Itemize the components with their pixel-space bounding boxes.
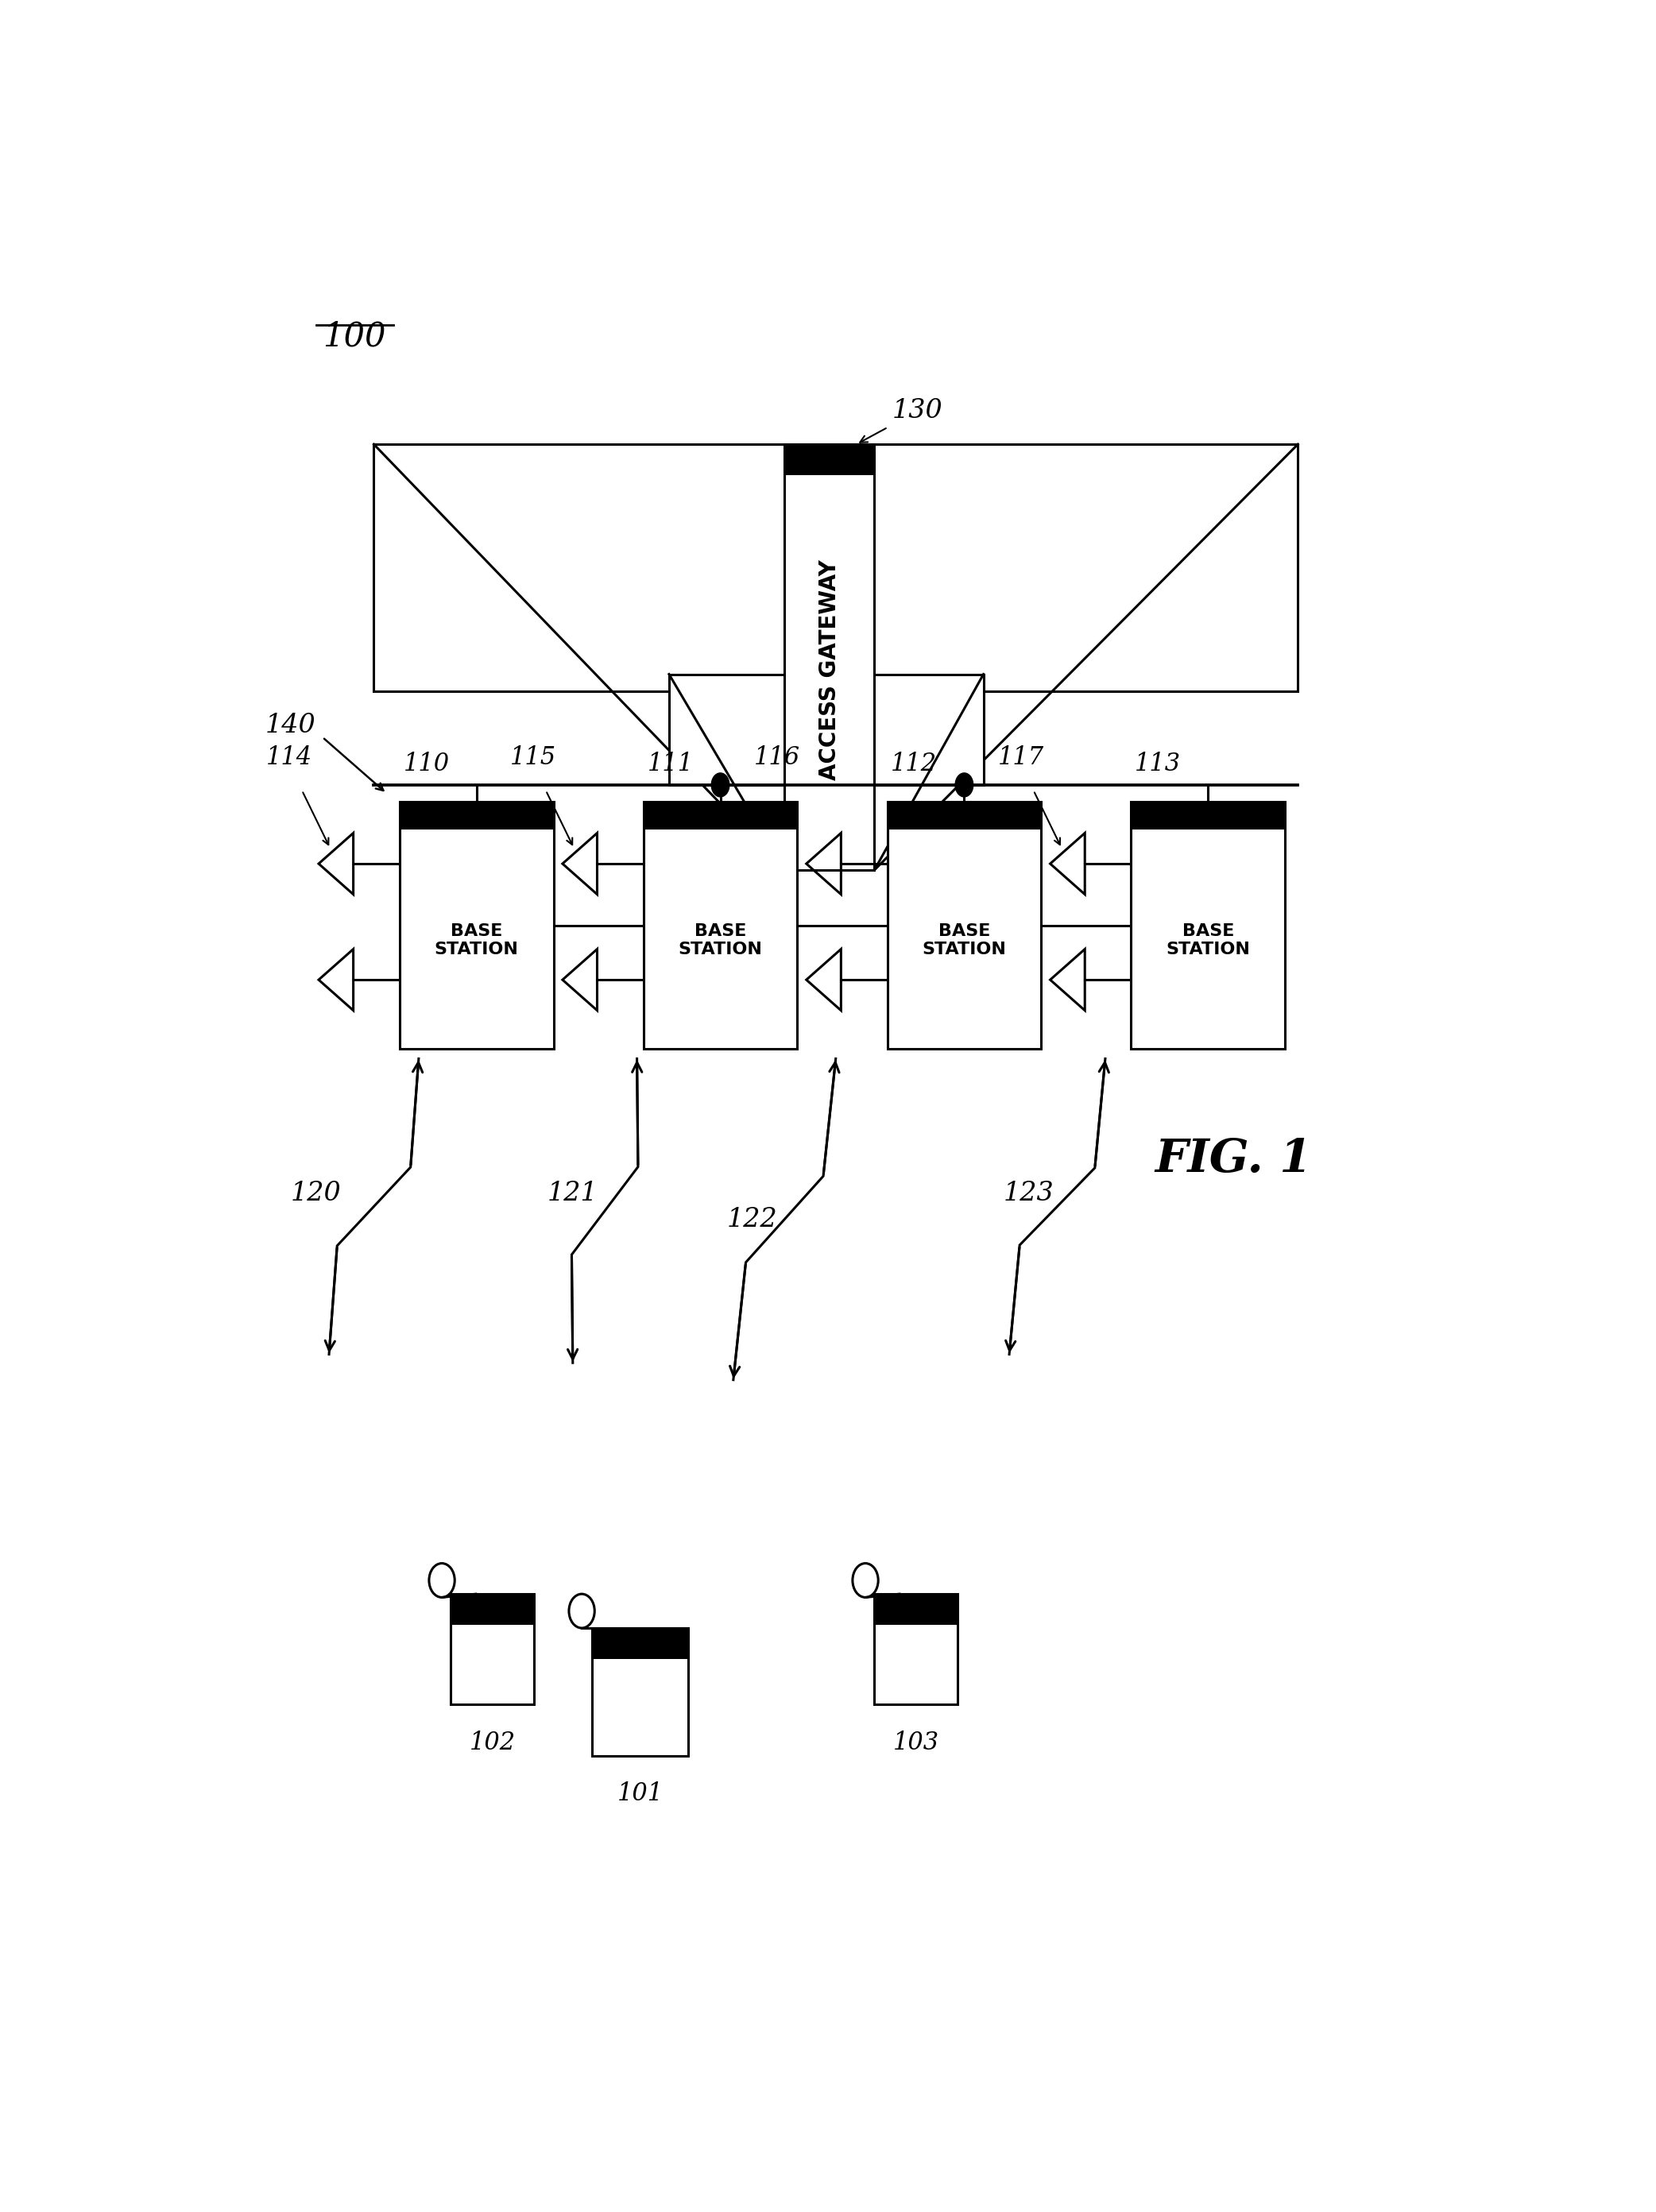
Bar (785, 445, 874, 476)
Bar (593, 1628, 689, 1659)
Text: 116: 116 (753, 745, 800, 770)
Text: 102: 102 (469, 1730, 515, 1754)
Text: 117: 117 (997, 745, 1043, 770)
Bar (888, 803, 1042, 830)
Bar (785, 445, 874, 869)
Text: 110: 110 (404, 752, 449, 776)
Text: ACCESS GATEWAY: ACCESS GATEWAY (818, 560, 841, 781)
Bar (450, 1595, 535, 1624)
Bar (644, 803, 798, 830)
Text: 121: 121 (548, 1181, 598, 1206)
Text: BASE
STATION: BASE STATION (434, 922, 518, 958)
Text: 122: 122 (727, 1206, 778, 1232)
Text: 112: 112 (891, 752, 937, 776)
Bar (644, 803, 798, 1048)
Bar (399, 803, 553, 830)
Text: BASE
STATION: BASE STATION (679, 922, 762, 958)
Bar (374, 445, 1298, 690)
Text: 123: 123 (1004, 1181, 1053, 1206)
Bar (874, 1595, 957, 1705)
Text: 140: 140 (265, 712, 316, 739)
Text: BASE
STATION: BASE STATION (922, 922, 1007, 958)
Text: FIG. 1: FIG. 1 (1156, 1137, 1312, 1181)
Text: 103: 103 (893, 1730, 939, 1754)
Text: 100: 100 (323, 321, 386, 354)
Text: 115: 115 (510, 745, 556, 770)
Bar (1131, 803, 1285, 1048)
Bar (669, 675, 984, 785)
Bar (874, 1595, 957, 1624)
Bar (399, 803, 553, 1048)
Text: 113: 113 (1134, 752, 1181, 776)
Bar (888, 803, 1042, 1048)
Text: 120: 120 (291, 1181, 341, 1206)
Bar (1131, 803, 1285, 830)
Circle shape (712, 772, 729, 796)
Text: BASE
STATION: BASE STATION (1166, 922, 1250, 958)
Text: 114: 114 (267, 745, 313, 770)
Text: 130: 130 (893, 398, 942, 425)
Text: 101: 101 (618, 1781, 664, 1805)
Bar (593, 1628, 689, 1756)
Bar (450, 1595, 535, 1705)
Text: 111: 111 (647, 752, 694, 776)
Circle shape (956, 772, 974, 796)
